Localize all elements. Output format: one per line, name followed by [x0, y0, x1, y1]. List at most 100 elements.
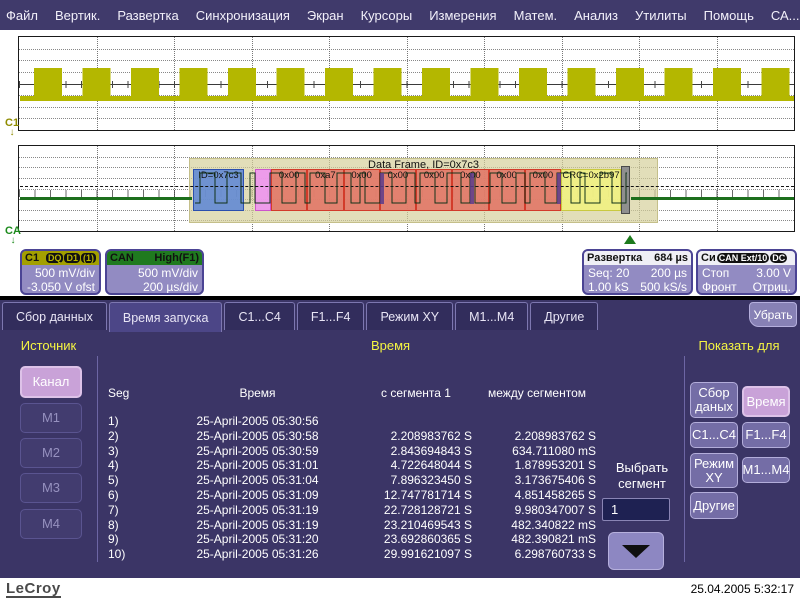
segment-table-header: Seg Время с сегмента 1 между сегментом: [100, 386, 602, 400]
menu-help[interactable]: Помощь: [703, 7, 754, 23]
can-descriptor-subtitle: High(F1): [154, 252, 199, 264]
table-cell: 23.692860365 S: [383, 532, 472, 547]
timebase-title: Развертка: [587, 252, 643, 264]
menu-utilities[interactable]: Утилиты: [635, 7, 687, 23]
tab-acquisition[interactable]: Сбор данных: [2, 302, 107, 330]
show-for-acquisition-button[interactable]: Сбор даных: [690, 382, 738, 418]
header-since-segment1: с сегмента 1: [381, 386, 451, 400]
table-cell: 2.208983762 S: [514, 428, 596, 443]
menu-trigger[interactable]: Синхронизация: [195, 7, 290, 23]
gridline: [174, 146, 175, 231]
menu-can[interactable]: СА...: [770, 7, 800, 23]
source-m3-button[interactable]: М3: [20, 473, 82, 503]
can-byte-label: 0x00: [532, 170, 554, 181]
table-row[interactable]: 4) 25-April-2005 05:31:01 4.722648044 S 1.8…: [100, 458, 602, 473]
timebase-descriptor-box[interactable]: Развертка 684 µs Seq: 20 200 µs 1.00 kS 50…: [582, 249, 693, 295]
table-row[interactable]: 1) 25-April-2005 05:30:56: [100, 414, 602, 429]
can-control-field: [255, 169, 271, 211]
show-for-xy-button[interactable]: Режим XY: [690, 453, 738, 488]
can-trace-right: [631, 197, 794, 200]
gridline: [716, 146, 718, 231]
tab-f1-f4[interactable]: F1...F4: [296, 302, 365, 330]
trigger-descriptor-box[interactable]: Си CAN Ext/10 DC Стоп 3.00 V Фронт Отриц.: [696, 249, 797, 295]
source-m2-button[interactable]: М2: [20, 438, 82, 468]
table-cell: 3.173675406 S: [514, 473, 596, 488]
dialog-tab-bar: Сбор данных Время запуска C1...C4 F1...F…: [0, 300, 800, 332]
tab-xy-mode[interactable]: Режим XY: [366, 302, 454, 330]
menu-display[interactable]: Экран: [306, 7, 344, 23]
show-for-section-label: Показать для: [698, 338, 780, 353]
can-data-byte: 0x00: [416, 169, 453, 211]
trigger-slope-label: Фронт: [702, 280, 737, 294]
can-descriptor-box[interactable]: CAN High(F1) 500 mV/div 200 µs/div: [105, 249, 204, 295]
can-trace-left: [20, 197, 192, 200]
table-row[interactable]: 5) 25-April-2005 05:31:04 7.896323450 S 3.1…: [100, 473, 602, 488]
table-row[interactable]: 9) 25-April-2005 05:31:20 23.692860365 S 48…: [100, 532, 602, 547]
menu-measure[interactable]: Измерения: [429, 7, 497, 23]
timebase-seq: Seq: 20: [588, 266, 630, 280]
tab-c1-c4[interactable]: C1...C4: [224, 302, 295, 330]
table-row[interactable]: 3) 25-April-2005 05:30:59 2.843694843 S 634…: [100, 444, 602, 459]
table-cell: 10): [108, 547, 126, 562]
segment-table: Seg Время с сегмента 1 между сегментом 1…: [100, 386, 602, 562]
menu-analysis[interactable]: Анализ: [574, 7, 619, 23]
menu-file[interactable]: Файл: [6, 7, 38, 23]
table-row[interactable]: 10) 25-April-2005 05:31:26 29.991621097 S 6…: [100, 547, 602, 562]
show-for-c1-c4-button[interactable]: C1...C4: [690, 422, 738, 448]
channel1-grid: [18, 36, 795, 131]
can-byte-label: 0x00: [351, 170, 372, 181]
tab-m1-m4[interactable]: M1...M4: [455, 302, 529, 330]
tab-trigger-time[interactable]: Время запуска: [108, 302, 223, 332]
can-data-byte: 0xa7: [307, 169, 344, 211]
segment-decrement-button[interactable]: [608, 532, 664, 570]
can-data-byte: 0x00: [271, 169, 308, 211]
c1-pulse-trace: [20, 68, 794, 98]
segment-number-input[interactable]: [602, 498, 670, 521]
trigger-time-dialog: Сбор данных Время запуска C1...C4 F1...F…: [0, 300, 800, 578]
show-for-m1-m4-button[interactable]: M1...M4: [742, 457, 790, 483]
trigger-mode: Стоп: [702, 266, 730, 280]
can-data-byte: 0x00: [524, 169, 561, 211]
table-cell: 7.896323450 S: [390, 473, 472, 488]
table-row[interactable]: 6) 25-April-2005 05:31:09 12.747781714 S 4.…: [100, 488, 602, 503]
show-for-f1-f4-button[interactable]: F1...F4: [742, 422, 790, 448]
table-row[interactable]: 8) 25-April-2005 05:31:19 23.210469543 S 48…: [100, 518, 602, 533]
source-m4-button[interactable]: М4: [20, 509, 82, 539]
menu-timebase[interactable]: Развертка: [117, 7, 179, 23]
header-seg: Seg: [108, 386, 130, 400]
menu-math[interactable]: Матем.: [513, 7, 558, 23]
can-arrow-icon: ↓: [10, 235, 16, 246]
source-channel-button[interactable]: Канал: [20, 366, 82, 398]
tab-other[interactable]: Другие: [530, 302, 599, 330]
trigger-slope-value: Отриц.: [752, 280, 791, 294]
status-bar: LeCroy 25.04.2005 5:32:17: [0, 578, 800, 600]
can-crc-label: CRC=0x2b97: [562, 170, 620, 181]
trigger-position-marker[interactable]: [624, 235, 636, 244]
show-for-other-button[interactable]: Другие: [690, 492, 738, 519]
c1-descriptor-box[interactable]: C1 DQ D1 (1) 500 mV/div -3.050 V ofst: [20, 249, 101, 295]
trigger-level-line: [20, 186, 794, 187]
menu-cursors[interactable]: Курсоры: [360, 7, 413, 23]
table-cell: 2.208983762 S: [390, 428, 472, 443]
c1-channel-marker[interactable]: C1 ↓: [5, 117, 20, 138]
can-byte-label: 0x00: [387, 170, 409, 181]
source-m1-button[interactable]: М1: [20, 403, 82, 433]
table-row[interactable]: 2) 25-April-2005 05:30:58 2.208983762 S 2.2…: [100, 429, 602, 444]
timebase-value: 684 µs: [654, 252, 688, 264]
table-cell: 25-April-2005 05:30:58: [196, 428, 319, 443]
table-cell: 5): [108, 473, 119, 488]
trigger-coupling-badge: DC: [770, 253, 788, 263]
down-arrow-icon: [622, 544, 650, 558]
time-section-label: Время: [370, 338, 411, 353]
table-row[interactable]: 7) 25-April-2005 05:31:19 22.728128721 S 9.…: [100, 503, 602, 518]
source-section-label: Источник: [20, 338, 77, 353]
close-dialog-button[interactable]: Убрать: [749, 302, 797, 327]
can-data-byte: 0x00: [343, 169, 380, 211]
menu-vertical[interactable]: Вертик.: [54, 7, 101, 23]
table-cell: 482.340822 mS: [511, 517, 596, 532]
show-for-time-button[interactable]: Время: [742, 386, 790, 417]
c1-noise-floor: [20, 96, 794, 101]
table-cell: 1): [108, 414, 119, 428]
right-separator: [684, 356, 685, 562]
can-channel-marker[interactable]: CA ↓: [5, 225, 21, 246]
